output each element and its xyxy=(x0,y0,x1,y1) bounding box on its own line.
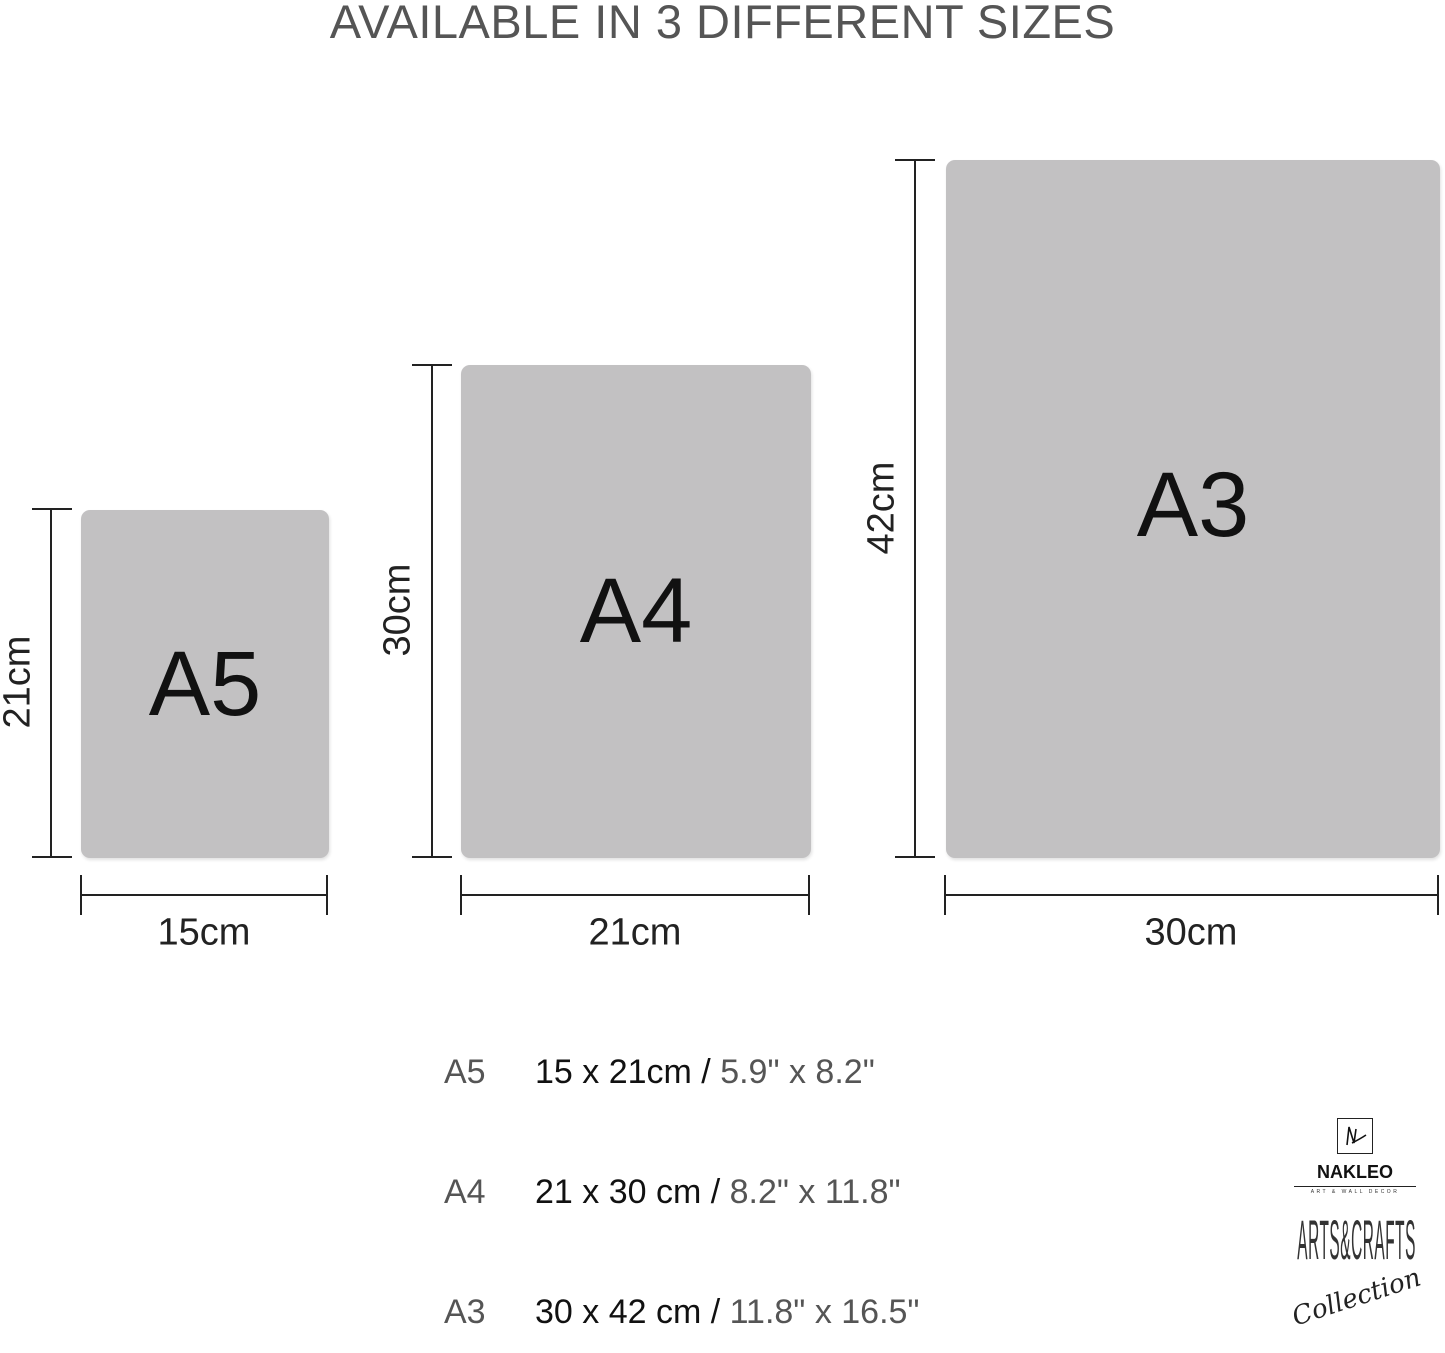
a4-height-label: 30cm xyxy=(376,563,419,657)
logo-line2: Collection xyxy=(1288,1262,1425,1333)
sheet-a4-label: A4 xyxy=(579,560,693,662)
tick xyxy=(808,875,810,915)
tick xyxy=(460,875,462,915)
logo-brand: NAKLEO xyxy=(1317,1162,1393,1182)
sheet-a3: A3 xyxy=(946,160,1440,858)
tick xyxy=(895,159,935,161)
a3-height-label: 42cm xyxy=(860,461,903,555)
tick xyxy=(1437,875,1439,915)
tick xyxy=(412,856,452,858)
tick xyxy=(895,856,935,858)
a5-width-dimension-line xyxy=(81,894,328,896)
size-inch: 5.9" x 8.2" xyxy=(710,1053,875,1091)
logo-line1: ARTS&CRAFTS xyxy=(1297,1209,1416,1271)
size-inch: 11.8" x 16.5" xyxy=(720,1293,920,1331)
brand-logo: NAKLEO ART & WALL DECOR ARTS&CRAFTS Coll… xyxy=(1289,1118,1425,1332)
logo-tagline: ART & WALL DECOR xyxy=(1310,1189,1400,1195)
sheet-a5-label: A5 xyxy=(148,632,262,735)
a5-height-label: 21cm xyxy=(0,635,39,729)
logo-mark-icon xyxy=(1337,1118,1373,1154)
size-cm: 15 x 21cm / xyxy=(535,1053,711,1091)
size-inch: 8.2" x 11.8" xyxy=(720,1173,901,1211)
a3-width-dimension-line xyxy=(945,894,1438,896)
size-cm: 21 x 30 cm / xyxy=(535,1173,721,1211)
sheet-a5: A5 xyxy=(81,510,329,858)
size-row-a5: A5 15 x 21cm / 5.9" x 8.2" xyxy=(444,1053,875,1092)
size-cm: 30 x 42 cm / xyxy=(535,1293,721,1331)
size-code: A4 xyxy=(444,1173,486,1211)
size-code: A5 xyxy=(444,1053,486,1091)
a4-width-label: 21cm xyxy=(588,911,682,954)
page-title: AVAILABLE IN 3 DIFFERENT SIZES xyxy=(329,0,1116,48)
size-row-a4: A4 21 x 30 cm / 8.2" x 11.8" xyxy=(444,1173,901,1212)
size-row-a3: A3 30 x 42 cm / 11.8" x 16.5" xyxy=(444,1293,920,1332)
sheet-a4: A4 xyxy=(461,365,811,858)
tick xyxy=(80,875,82,915)
a5-width-label: 15cm xyxy=(157,911,251,954)
size-code: A3 xyxy=(444,1293,486,1331)
a5-height-dimension-line xyxy=(50,508,52,858)
a4-height-dimension-line xyxy=(431,364,433,858)
tick xyxy=(32,508,72,510)
tick xyxy=(32,856,72,858)
tick xyxy=(944,875,946,915)
a4-width-dimension-line xyxy=(461,894,809,896)
a3-height-dimension-line xyxy=(914,159,916,858)
a3-width-label: 30cm xyxy=(1144,911,1238,954)
tick xyxy=(412,364,452,366)
sheet-a3-label: A3 xyxy=(1136,453,1250,556)
tick xyxy=(326,875,328,915)
